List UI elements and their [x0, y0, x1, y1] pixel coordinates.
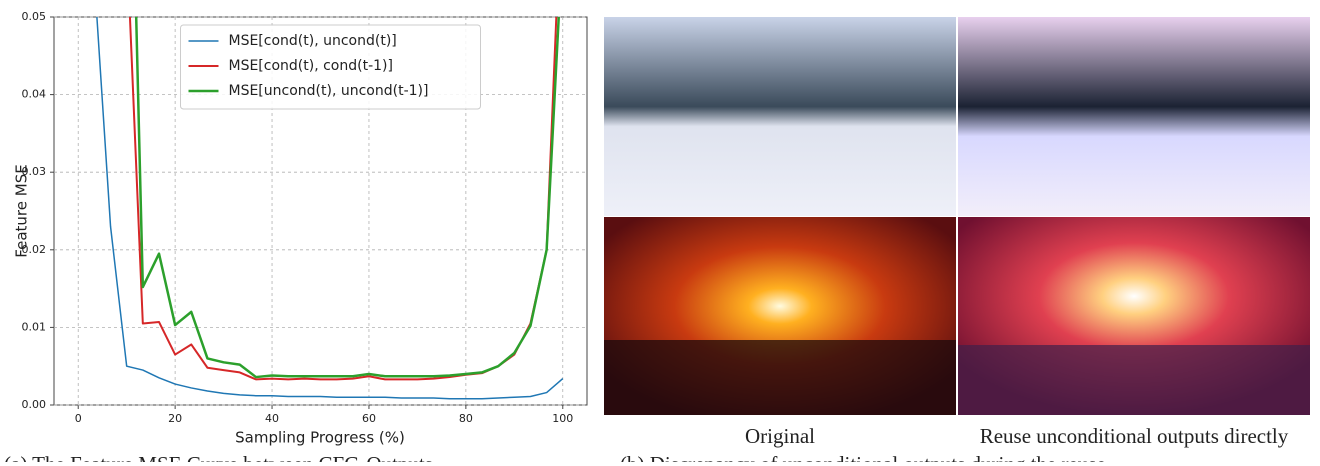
x-tick-label: 0: [75, 412, 82, 425]
legend-box: [180, 24, 481, 110]
y-tick-label: 0.00: [22, 398, 47, 411]
x-tick-label: 20: [168, 412, 182, 425]
figure-caption: (b) Discrepancy of unconditional outputs…: [620, 452, 1106, 462]
legend-label: MSE[cond(t), uncond(t)]: [229, 33, 397, 49]
plot: Sampling Progress (%) Feature MSE 0 20 40 6…: [13, 10, 588, 447]
y-tick-label: 0.03: [22, 165, 47, 178]
image-reuse-sea: [958, 345, 1310, 415]
x-tick-label: 60: [362, 412, 376, 425]
line-series: [96, 17, 564, 400]
y-tick-label: 0.04: [22, 88, 47, 101]
line-series: [134, 17, 560, 379]
image-caption: Reuse unconditional outputs directly: [980, 424, 1289, 448]
x-axis-label: Sampling Progress (%): [235, 429, 405, 447]
y-axis-label: Feature MSE: [13, 164, 31, 257]
image-caption: Original: [745, 424, 815, 448]
image-original-sea: [604, 340, 956, 415]
legend-label: MSE[cond(t), cond(t-1)]: [229, 58, 393, 74]
legend: MSE[cond(t), uncond(t)] MSE[cond(t), cond…: [180, 24, 481, 110]
legend-label: MSE[uncond(t), uncond(t-1)]: [229, 83, 429, 99]
x-tick-label: 40: [265, 412, 279, 425]
y-tick-label: 0.05: [22, 10, 47, 23]
image-original-snow: [604, 17, 956, 216]
x-tick-label: 100: [552, 412, 573, 425]
image-reuse-snow: [958, 17, 1310, 216]
figure-caption: (a) The Feature MSE Curve between CFG-Ou…: [4, 452, 433, 462]
x-tick-label: 80: [459, 412, 473, 425]
series-group: [96, 17, 564, 400]
y-tick-label: 0.02: [22, 243, 47, 256]
y-tick-label: 0.01: [22, 320, 47, 333]
image-grid: Original Reuse unconditional outputs dir…: [604, 17, 1310, 448]
